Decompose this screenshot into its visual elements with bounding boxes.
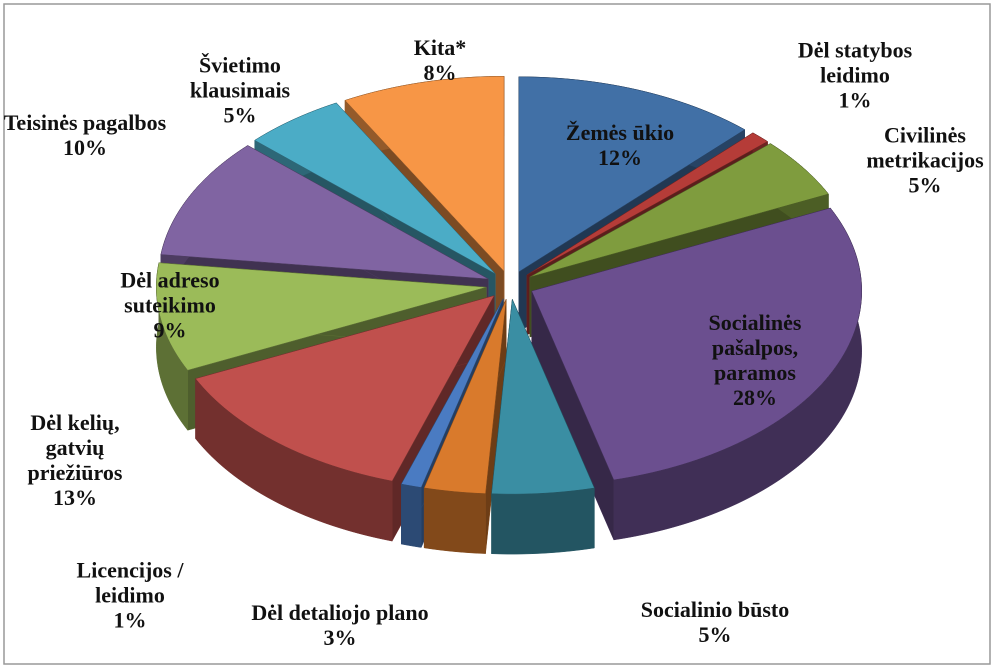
slice-wall [423, 487, 486, 554]
data-label: Socialinio būsto 5% [625, 597, 805, 647]
category-name: Civilinės metrikacijos [866, 122, 984, 173]
category-name: Dėl statybos leidimo [797, 37, 913, 88]
data-label: Dėl kelių, gatvių priežiūros 13% [10, 410, 140, 510]
slice-top [195, 295, 495, 482]
category-name: Socialinio būsto [640, 597, 790, 622]
data-label: Dėl detaliojo plano 3% [250, 600, 430, 650]
value-label: 9% [153, 317, 187, 343]
data-label: Dėl statybos leidimo 1% [765, 38, 945, 113]
slice-top [526, 132, 769, 276]
value-label: 5% [223, 102, 257, 128]
value-label: 12% [598, 145, 642, 170]
value-label: 8% [423, 60, 457, 85]
slice-top [529, 143, 829, 278]
slice-top [400, 298, 504, 488]
value-label: 5% [698, 622, 732, 647]
value-label: 5% [908, 172, 942, 198]
value-label: 1% [113, 607, 147, 633]
slice [423, 298, 507, 554]
value-label: 3% [323, 625, 357, 650]
frame [3, 3, 991, 665]
category-name: Švietimo klausimais [189, 52, 291, 103]
slice-top [518, 76, 746, 273]
slice-wall [401, 483, 422, 548]
data-label: Kita* 8% [350, 35, 530, 85]
slice-top [531, 207, 862, 481]
category-name: Licencijos / leidimo [76, 557, 184, 608]
category-name: Žemės ūkio [565, 120, 675, 145]
data-label: Licencijos / leidimo 1% [40, 558, 220, 633]
data-label: Teisinės pagalbos 10% [0, 110, 175, 160]
slice [491, 298, 595, 555]
category-name: Teisinės pagalbos [3, 110, 167, 135]
slice-top [491, 298, 595, 495]
category-name: Kita* [413, 35, 467, 60]
slice-top [156, 262, 487, 371]
category-name: Dėl kelių, gatvių priežiūros [27, 410, 123, 485]
data-label: Dėl adreso suteikimo 9% [80, 268, 260, 343]
category-name: Dėl adreso suteikimo [120, 267, 220, 318]
category-name: Dėl detaliojo plano [251, 600, 429, 625]
slice-top [344, 76, 505, 272]
slice-top [423, 298, 507, 494]
slice-wall [491, 487, 595, 555]
category-name: Socialinės pašalpos, paramos [708, 310, 802, 385]
data-label: Žemės ūkio 12% [530, 120, 710, 170]
slice-top [254, 102, 496, 275]
data-label: Socialinės pašalpos, paramos 28% [680, 310, 830, 410]
value-label: 1% [838, 87, 872, 113]
value-label: 28% [733, 385, 777, 410]
slice-top [160, 145, 489, 280]
data-label: Švietimo klausimais 5% [150, 53, 330, 128]
value-label: 13% [53, 485, 97, 510]
data-label: Civilinės metrikacijos 5% [860, 123, 990, 198]
value-label: 10% [63, 135, 107, 160]
slice [531, 207, 862, 541]
